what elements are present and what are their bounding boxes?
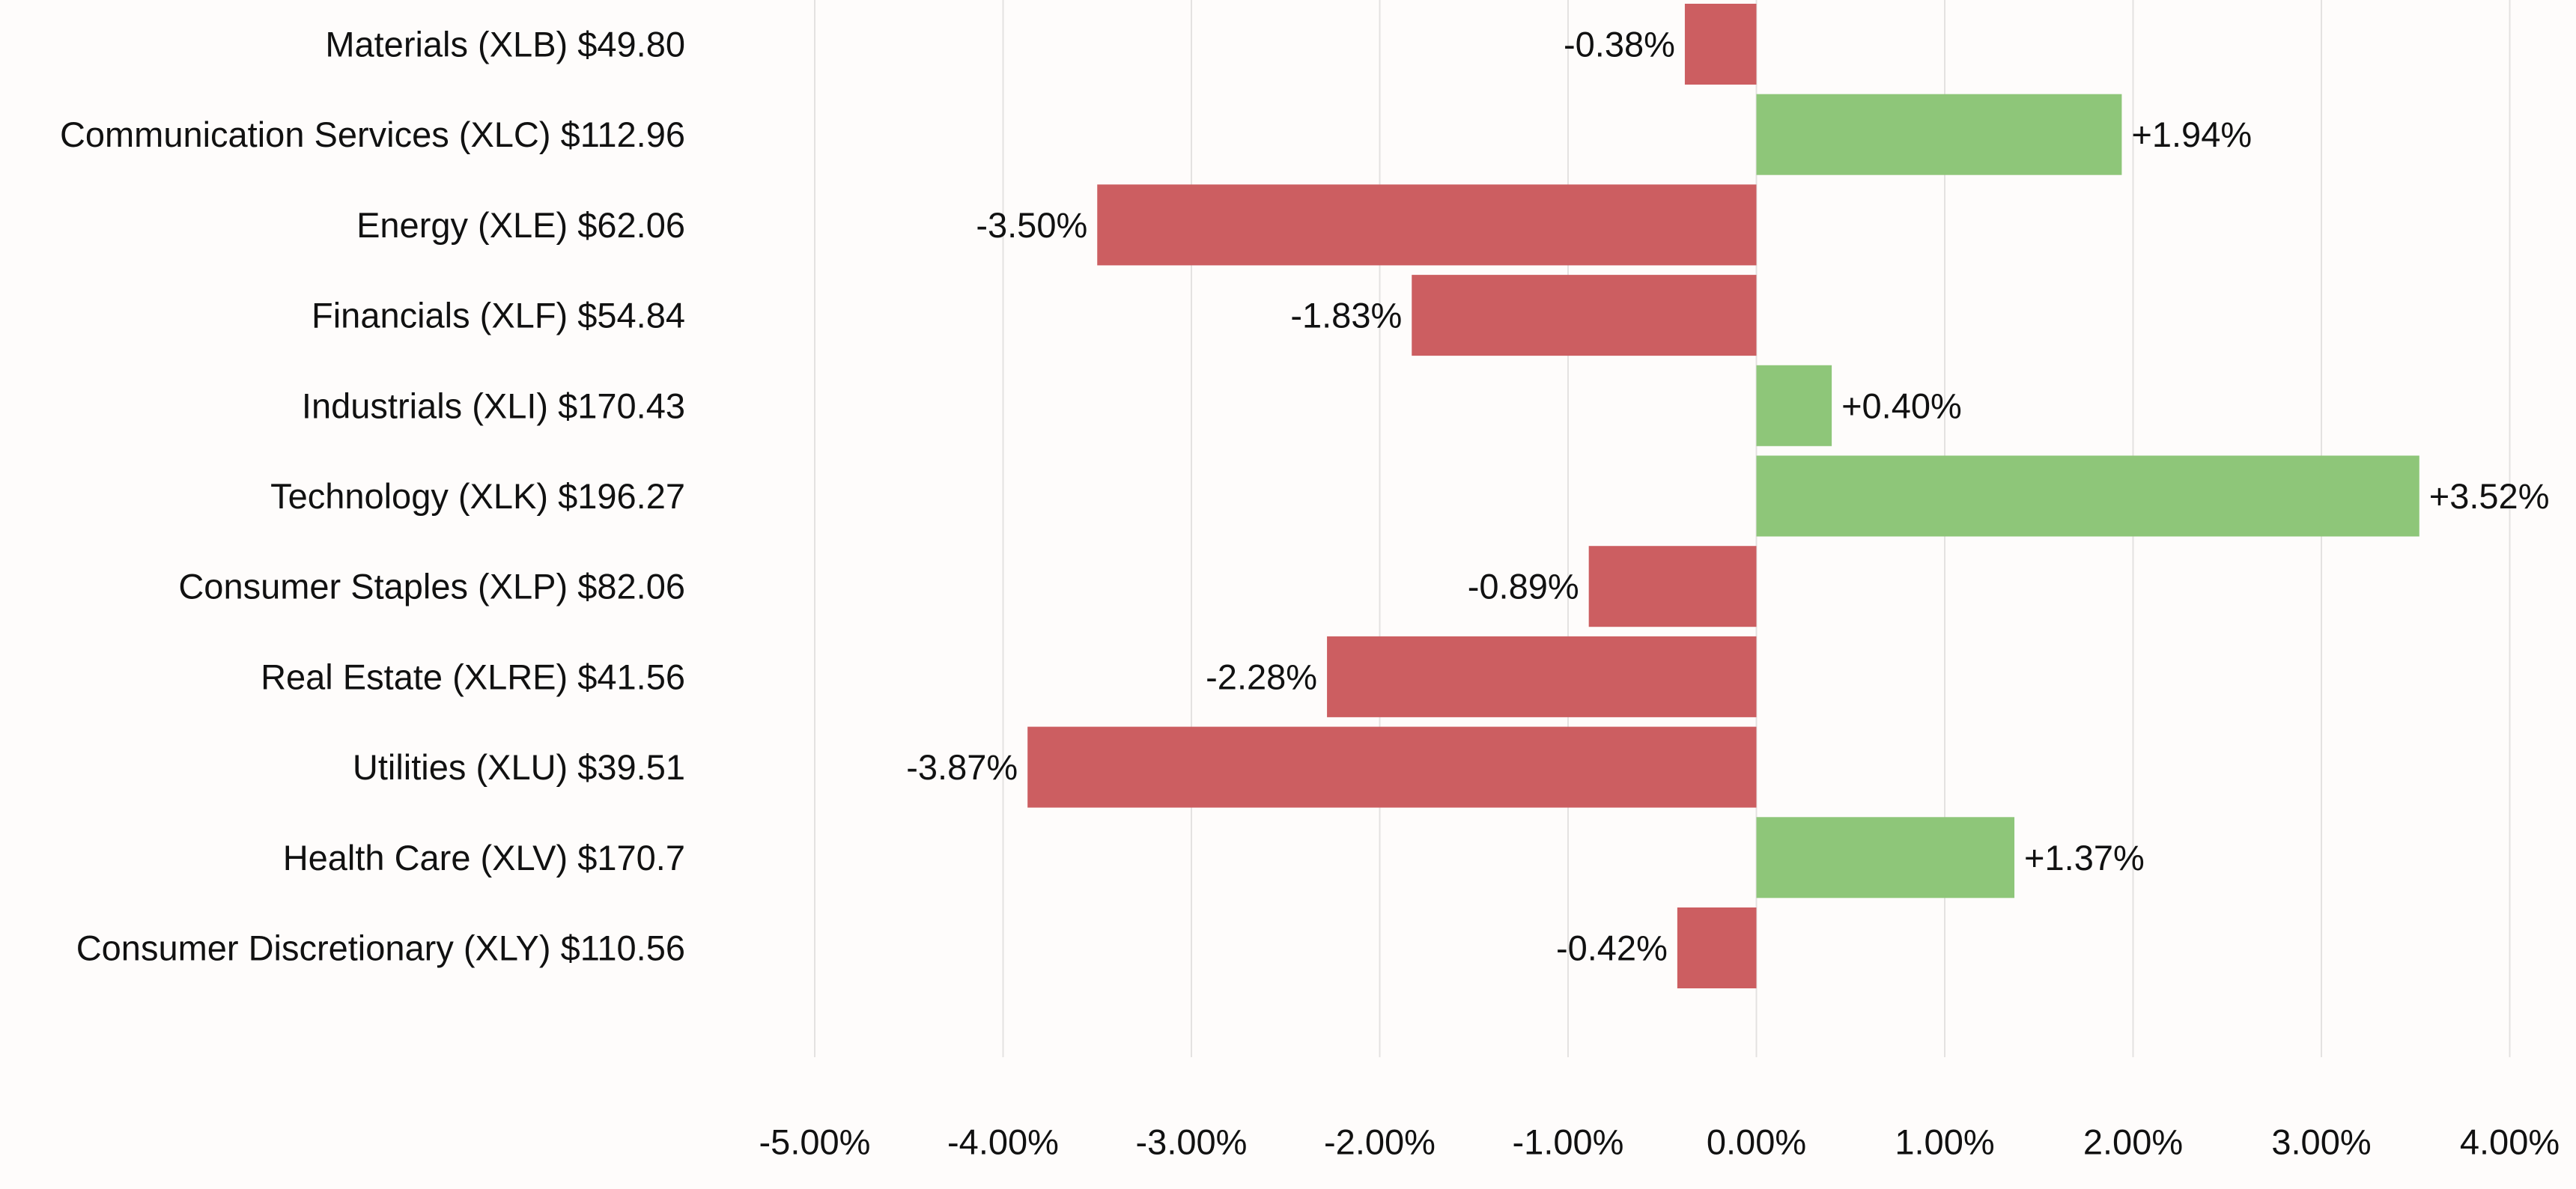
x-tick-label: -1.00% [1513,1122,1624,1162]
bar [1412,275,1757,356]
data-label: +1.94% [2131,115,2252,154]
category-label: Communication Services (XLC) $112.96 [60,115,685,154]
bar [1756,94,2122,175]
category-label: Industrials (XLI) $170.43 [302,386,685,425]
category-label: Financials (XLF) $54.84 [312,296,685,335]
bar [1756,817,2015,898]
category-label: Materials (XLB) $49.80 [325,25,685,64]
x-axis-tick-labels: -5.00% -4.00% -3.00% -2.00% -1.00% 0.00% 1.00%… [759,1122,2560,1162]
x-tick-label: 4.00% [2460,1122,2560,1162]
bar [1684,4,1757,85]
bar [1327,636,1757,717]
bar [1756,455,2419,537]
data-label: +1.37% [2024,838,2145,878]
data-label: -1.83% [1290,296,1402,335]
x-tick-label: -2.00% [1324,1122,1436,1162]
data-label: -0.42% [1556,928,1668,968]
x-tick-label: -3.00% [1136,1122,1248,1162]
category-label: Real Estate (XLRE) $41.56 [261,657,685,696]
data-label: -3.50% [976,205,1087,245]
x-tick-label: -5.00% [759,1122,871,1162]
data-label: -2.28% [1206,657,1317,696]
bar [1027,726,1757,808]
category-label: Consumer Discretionary (XLY) $110.56 [76,928,685,968]
category-label: Utilities (XLU) $39.51 [353,747,685,787]
category-label: Technology (XLK) $196.27 [270,476,685,516]
x-tick-label: 3.00% [2271,1122,2371,1162]
bars [1027,4,2419,988]
category-label: Health Care (XLV) $170.7 [283,838,685,878]
x-tick-label: 2.00% [2083,1122,2183,1162]
data-label: -0.89% [1468,567,1579,606]
category-label: Energy (XLE) $62.06 [356,205,685,245]
bar [1756,365,1832,446]
data-label: +3.52% [2429,476,2550,516]
category-label: Consumer Staples (XLP) $82.06 [178,567,685,606]
x-tick-label: 1.00% [1895,1122,1994,1162]
x-tick-label: -4.00% [947,1122,1059,1162]
category-labels: Materials (XLB) $49.80 Communication Serv… [60,25,685,968]
data-labels: -0.38% +1.94% -3.50% -1.83% +0.40% +3.52% -0.8… [906,25,2549,968]
data-label: -3.87% [906,747,1018,787]
bar [1588,546,1757,627]
bar [1677,907,1757,988]
x-tick-label: 0.00% [1707,1122,1806,1162]
bar [1097,184,1757,266]
data-label: +0.40% [1841,386,1962,425]
data-label: -0.38% [1564,25,1675,64]
